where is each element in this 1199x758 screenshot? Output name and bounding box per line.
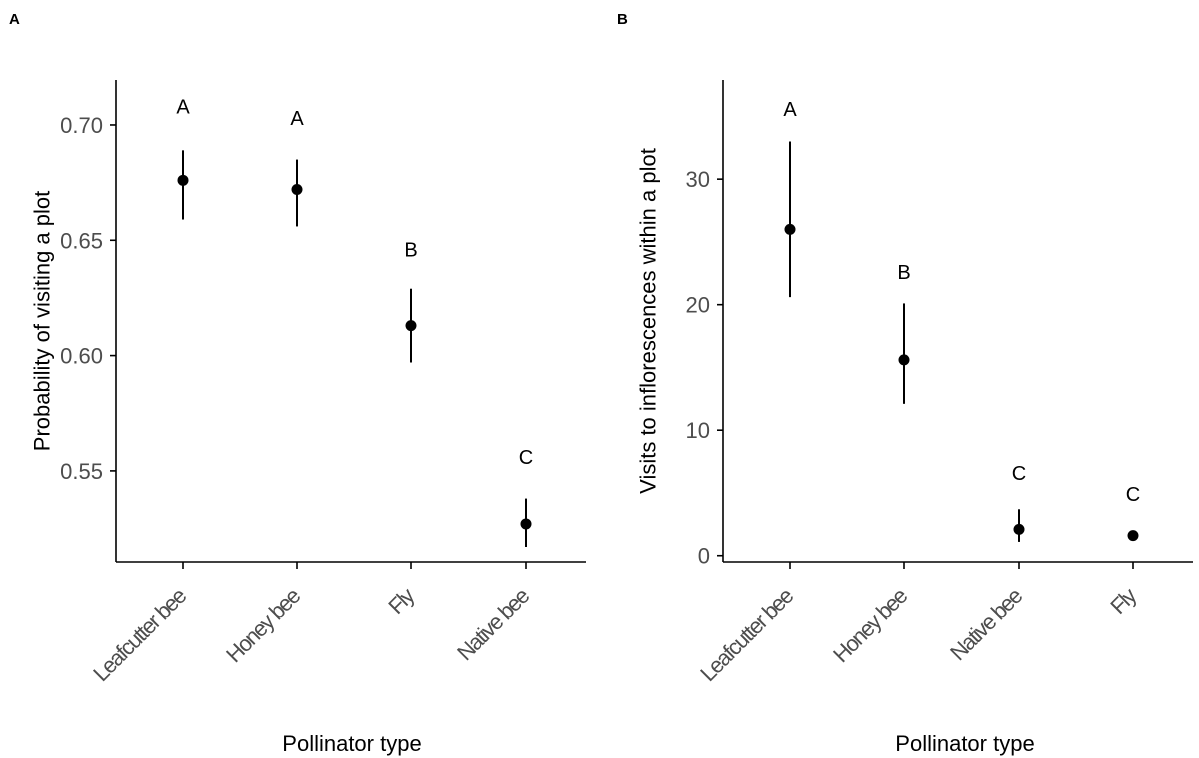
y-axis-title: Visits to inflorescences within a plot (636, 148, 661, 494)
data-point (405, 320, 417, 332)
significance-letter: C (1126, 484, 1140, 506)
significance-letter: B (897, 262, 910, 284)
x-tick-label: Leafcutter bee (88, 583, 191, 686)
x-tick-label: Fly (383, 583, 419, 619)
data-point (1127, 530, 1139, 542)
data-point (784, 223, 796, 235)
significance-letter: A (783, 99, 797, 121)
x-axis-title: Pollinator type (282, 731, 421, 756)
x-tick-label: Honey bee (221, 583, 305, 667)
x-tick-label: Fly (1105, 583, 1141, 619)
y-tick-label: 20 (686, 293, 710, 318)
y-tick-label: 0.70 (60, 113, 103, 138)
panel-label: B (617, 11, 628, 28)
x-tick-label: Native bee (452, 583, 534, 665)
data-point (291, 184, 303, 196)
significance-letter: C (1012, 463, 1026, 485)
y-tick-label: 0.60 (60, 344, 103, 369)
significance-letter: A (176, 97, 190, 119)
significance-letter: C (519, 447, 533, 469)
data-point (898, 354, 910, 366)
y-tick-label: 0.55 (60, 459, 103, 484)
significance-letter: B (404, 240, 417, 262)
data-point (520, 518, 532, 530)
y-tick-label: 10 (686, 418, 710, 443)
x-tick-label: Leafcutter bee (695, 583, 798, 686)
x-axis-title: Pollinator type (895, 731, 1034, 756)
significance-letter: A (290, 108, 304, 130)
data-point (1013, 523, 1025, 535)
y-tick-label: 0 (698, 544, 710, 569)
y-axis-title: Probability of visiting a plot (30, 191, 55, 451)
x-tick-label: Honey bee (828, 583, 912, 667)
y-tick-label: 0.65 (60, 228, 103, 253)
x-tick-label: Native bee (945, 583, 1027, 665)
panel-label: A (9, 11, 20, 28)
y-tick-label: 30 (686, 167, 710, 192)
data-point (177, 174, 189, 186)
